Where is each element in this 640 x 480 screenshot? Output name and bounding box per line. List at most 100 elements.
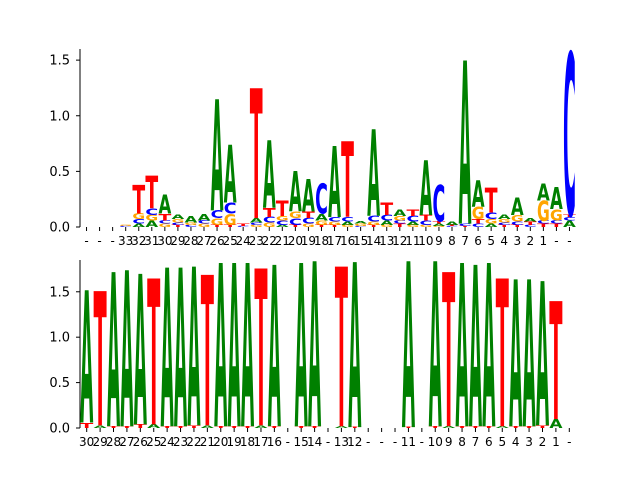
logo-letter-G: G: [433, 226, 446, 228]
logo-letter-T: T: [254, 227, 267, 477]
svg-text:A: A: [496, 426, 509, 429]
svg-text:G: G: [302, 223, 315, 228]
logo-letter-A: A: [241, 218, 254, 480]
logo-letter-A: A: [550, 182, 563, 217]
logo-letter-G: G: [341, 224, 354, 228]
svg-text:C: C: [446, 226, 459, 228]
logo-letter-C: C: [132, 218, 145, 225]
svg-text:A: A: [455, 218, 468, 480]
logo-letter-T: T: [406, 208, 419, 219]
logo-letter-G: G: [211, 217, 224, 228]
logo-letter-T: T: [509, 426, 523, 429]
logo-letter-A: A: [419, 147, 432, 234]
svg-text:C: C: [433, 176, 446, 234]
svg-text:A: A: [107, 231, 120, 477]
logo-letter-T: T: [550, 223, 564, 228]
logo-letter-G: G: [315, 219, 328, 226]
svg-text:T: T: [302, 210, 315, 221]
logo-letter-A: A: [250, 217, 263, 224]
svg-text:T: T: [482, 426, 496, 429]
x-tick-label: 28: [106, 435, 121, 449]
logo-letter-T: T: [224, 224, 237, 228]
svg-text:A: A: [485, 223, 498, 228]
x-tick-label: 27: [119, 435, 134, 449]
svg-text:A: A: [174, 225, 187, 478]
svg-text:T: T: [276, 198, 289, 222]
svg-text:C: C: [419, 219, 432, 226]
logo-letter-A: A: [354, 221, 367, 225]
x-tick-label: 28: [183, 234, 198, 248]
logo-letter-A: A: [198, 212, 211, 223]
logo-letter-A: A: [263, 122, 276, 231]
x-tick-label: 15: [353, 234, 368, 248]
svg-text:T: T: [147, 239, 160, 472]
logo-letter-C: C: [250, 222, 263, 226]
y-tick-label: 0.5: [49, 165, 70, 180]
logo-letter-T: T: [402, 427, 416, 428]
svg-text:A: A: [406, 221, 419, 226]
logo-letter-T: T: [455, 426, 469, 429]
logo-letter-A: A: [211, 69, 224, 247]
logo-letter-A: A: [214, 218, 227, 480]
logo-letter-C: C: [433, 176, 446, 234]
x-tick-label: 33: [118, 234, 133, 248]
logo-letter-A: A: [459, 15, 472, 277]
x-tick-label: 1: [540, 234, 548, 248]
svg-text:A: A: [563, 219, 576, 230]
logo-letter-A: A: [380, 219, 393, 226]
svg-text:G: G: [341, 224, 354, 228]
svg-text:G: G: [550, 206, 563, 224]
svg-text:G: G: [198, 223, 211, 228]
svg-text:C: C: [315, 175, 328, 223]
svg-text:A: A: [134, 233, 147, 473]
x-tick-label: 12: [347, 435, 362, 449]
svg-text:T: T: [341, 120, 354, 242]
x-tick-label: 8: [458, 435, 466, 449]
logo-letter-G: G: [537, 195, 550, 227]
logo-letter-A: A: [536, 243, 549, 473]
svg-text:C: C: [459, 223, 472, 227]
logo-letter-A: A: [442, 426, 455, 429]
svg-text:G: G: [511, 214, 524, 225]
svg-text:G: G: [119, 224, 132, 226]
svg-text:T: T: [406, 208, 419, 219]
svg-text:A: A: [289, 160, 302, 224]
svg-text:C: C: [485, 211, 498, 222]
logo-letter-T: T: [94, 254, 107, 469]
svg-text:T: T: [455, 426, 469, 429]
logo-letter-A: A: [145, 219, 158, 230]
logo-letter-A: A: [171, 214, 184, 221]
svg-text:A: A: [214, 218, 227, 480]
svg-text:C: C: [498, 222, 511, 226]
logo-letter-T: T: [268, 426, 282, 429]
svg-text:T: T: [537, 223, 551, 228]
svg-text:G: G: [380, 224, 393, 228]
logo-letter-T: T: [295, 426, 309, 429]
svg-text:A: A: [228, 218, 241, 480]
logo-letter-A: A: [496, 426, 509, 429]
logo-letter-G: G: [406, 224, 419, 228]
logo-letter-T: T: [511, 224, 524, 228]
logo-letter-A: A: [147, 423, 160, 429]
logo-letter-A: A: [289, 160, 302, 224]
svg-text:T: T: [429, 426, 443, 429]
y-tick-label: 1.0: [49, 331, 70, 346]
x-tick-label: 9: [445, 435, 453, 449]
x-tick-label: -: [379, 435, 383, 449]
y-tick-label: 0.0: [49, 221, 70, 236]
logo-letter-A: A: [509, 239, 522, 474]
logo-letter-T: T: [80, 422, 93, 431]
x-tick-label: 24: [159, 435, 174, 449]
svg-text:A: A: [185, 215, 198, 226]
x-tick-label: 30: [157, 234, 172, 248]
x-tick-label: 8: [448, 234, 456, 248]
logo-letter-T: T: [228, 426, 242, 429]
x-tick-label: 12: [392, 234, 407, 248]
svg-text:T: T: [485, 181, 498, 221]
logo-letter-C: C: [393, 219, 406, 224]
logo-letter-G: G: [393, 215, 406, 222]
logo-letter-T: T: [433, 221, 446, 225]
svg-text:T: T: [469, 426, 483, 429]
logo-letter-G: G: [472, 203, 485, 223]
logo-letter-T: T: [145, 168, 158, 220]
